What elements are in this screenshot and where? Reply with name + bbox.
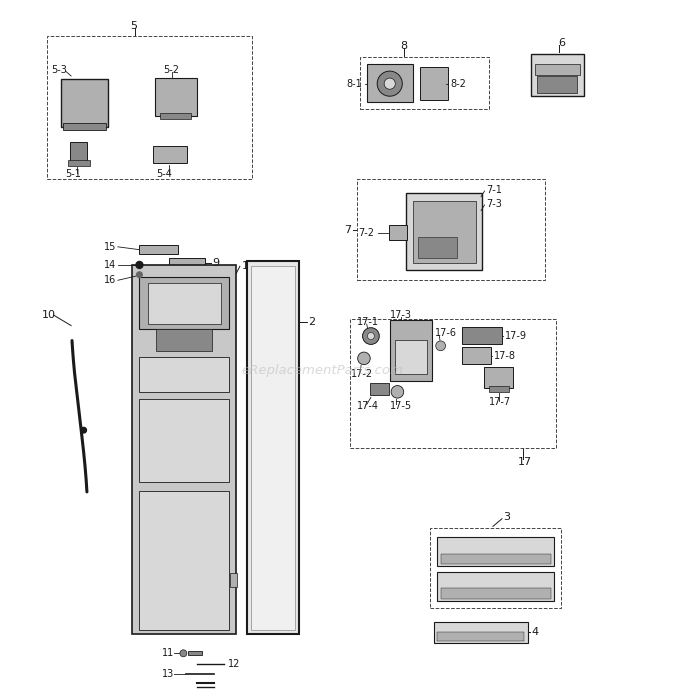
Bar bbox=[389, 225, 407, 240]
Text: 10: 10 bbox=[42, 310, 56, 320]
Text: 15: 15 bbox=[104, 241, 116, 252]
Text: 5-4: 5-4 bbox=[156, 169, 172, 179]
Bar bbox=[419, 237, 456, 258]
Bar bbox=[391, 320, 433, 382]
Text: 6: 6 bbox=[558, 38, 565, 48]
Text: 2: 2 bbox=[308, 317, 315, 327]
Text: 7-3: 7-3 bbox=[486, 199, 502, 209]
Bar bbox=[70, 142, 87, 163]
Text: 7: 7 bbox=[344, 225, 351, 235]
Text: eReplacementParts.com: eReplacementParts.com bbox=[241, 365, 403, 377]
Bar bbox=[395, 340, 427, 374]
Bar bbox=[434, 622, 528, 643]
Text: 17-2: 17-2 bbox=[351, 369, 374, 379]
Bar bbox=[420, 67, 447, 100]
Text: 5-3: 5-3 bbox=[52, 64, 67, 75]
Text: 17-4: 17-4 bbox=[357, 401, 379, 411]
Circle shape bbox=[358, 352, 370, 365]
Bar bbox=[247, 262, 299, 634]
Bar bbox=[169, 258, 205, 267]
Text: 9: 9 bbox=[212, 258, 219, 268]
Bar bbox=[61, 80, 108, 127]
Text: 17-7: 17-7 bbox=[489, 398, 512, 407]
Bar bbox=[438, 632, 524, 640]
Bar bbox=[68, 160, 90, 166]
Text: 17: 17 bbox=[517, 456, 531, 467]
Text: 3: 3 bbox=[503, 512, 510, 522]
Text: 17-8: 17-8 bbox=[494, 351, 516, 360]
Text: 12: 12 bbox=[228, 659, 240, 668]
Text: 4: 4 bbox=[531, 627, 538, 638]
Bar bbox=[531, 54, 584, 95]
Bar bbox=[139, 246, 178, 254]
Bar bbox=[535, 64, 580, 75]
Text: 7-2: 7-2 bbox=[358, 228, 375, 238]
Circle shape bbox=[368, 332, 374, 340]
Text: 5-2: 5-2 bbox=[163, 64, 179, 75]
Circle shape bbox=[363, 328, 379, 344]
Bar bbox=[350, 318, 556, 447]
Bar bbox=[430, 528, 561, 608]
Bar bbox=[230, 573, 237, 587]
Bar bbox=[160, 113, 191, 118]
Circle shape bbox=[436, 341, 445, 351]
Bar bbox=[357, 179, 545, 280]
Bar bbox=[139, 491, 229, 630]
Text: 17-5: 17-5 bbox=[391, 401, 412, 411]
Bar bbox=[188, 650, 202, 655]
Text: 8-1: 8-1 bbox=[346, 78, 363, 89]
Bar bbox=[461, 347, 491, 364]
Bar bbox=[139, 399, 229, 482]
Circle shape bbox=[377, 71, 402, 96]
Bar bbox=[484, 368, 513, 388]
Bar bbox=[489, 386, 509, 392]
Bar bbox=[63, 123, 106, 130]
Text: 8: 8 bbox=[400, 41, 407, 51]
Text: 1: 1 bbox=[242, 261, 249, 272]
Bar bbox=[440, 589, 551, 599]
Bar bbox=[370, 383, 389, 395]
Bar bbox=[155, 78, 197, 116]
Bar bbox=[368, 64, 413, 102]
Circle shape bbox=[384, 78, 395, 89]
Text: 14: 14 bbox=[104, 260, 116, 270]
Bar bbox=[406, 193, 482, 270]
Text: 17-3: 17-3 bbox=[391, 310, 412, 320]
Bar bbox=[153, 146, 187, 163]
Bar bbox=[139, 276, 229, 329]
Bar bbox=[251, 266, 295, 630]
Bar bbox=[148, 283, 221, 323]
Text: 5: 5 bbox=[130, 21, 137, 31]
Circle shape bbox=[136, 272, 142, 277]
Text: 13: 13 bbox=[162, 668, 174, 678]
Bar bbox=[438, 572, 554, 601]
Text: 11: 11 bbox=[162, 648, 174, 658]
Bar bbox=[440, 554, 551, 564]
Text: 17-9: 17-9 bbox=[505, 331, 527, 341]
Text: 5-1: 5-1 bbox=[66, 169, 81, 179]
Bar bbox=[438, 537, 554, 566]
Bar bbox=[139, 357, 229, 392]
Text: 17-1: 17-1 bbox=[357, 317, 379, 327]
Circle shape bbox=[136, 262, 143, 268]
Text: 16: 16 bbox=[104, 275, 116, 286]
Circle shape bbox=[391, 386, 404, 398]
Bar bbox=[47, 36, 253, 179]
Bar bbox=[461, 327, 502, 344]
Circle shape bbox=[180, 650, 187, 657]
Text: 17-6: 17-6 bbox=[435, 328, 457, 338]
Circle shape bbox=[81, 428, 86, 433]
Text: 8-2: 8-2 bbox=[450, 78, 466, 89]
Bar bbox=[537, 76, 577, 93]
Bar bbox=[132, 265, 236, 634]
Text: 7-1: 7-1 bbox=[486, 185, 502, 195]
Bar bbox=[413, 202, 475, 262]
Bar bbox=[360, 57, 489, 109]
Bar bbox=[156, 329, 212, 351]
